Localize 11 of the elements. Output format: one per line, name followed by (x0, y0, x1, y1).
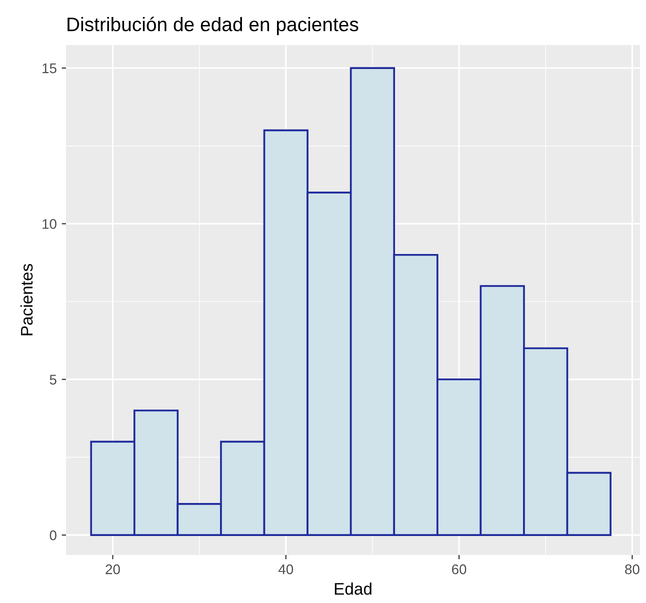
x-tick-label: 20 (106, 564, 120, 574)
x-tick-label: 60 (452, 564, 466, 574)
x-tick-label: 40 (278, 564, 294, 574)
x-tick-label: 80 (625, 564, 640, 574)
chart-title: Distribución de edad en pacientes (68, 16, 358, 36)
y-axis-title: Pacientes (20, 264, 33, 336)
x-axis-title: Edad (334, 582, 372, 595)
y-tick-label: 15 (42, 64, 56, 74)
y-tick-label: 10 (42, 219, 56, 229)
y-tick-label: 0 (50, 530, 56, 540)
y-tick-label: 5 (50, 374, 56, 385)
